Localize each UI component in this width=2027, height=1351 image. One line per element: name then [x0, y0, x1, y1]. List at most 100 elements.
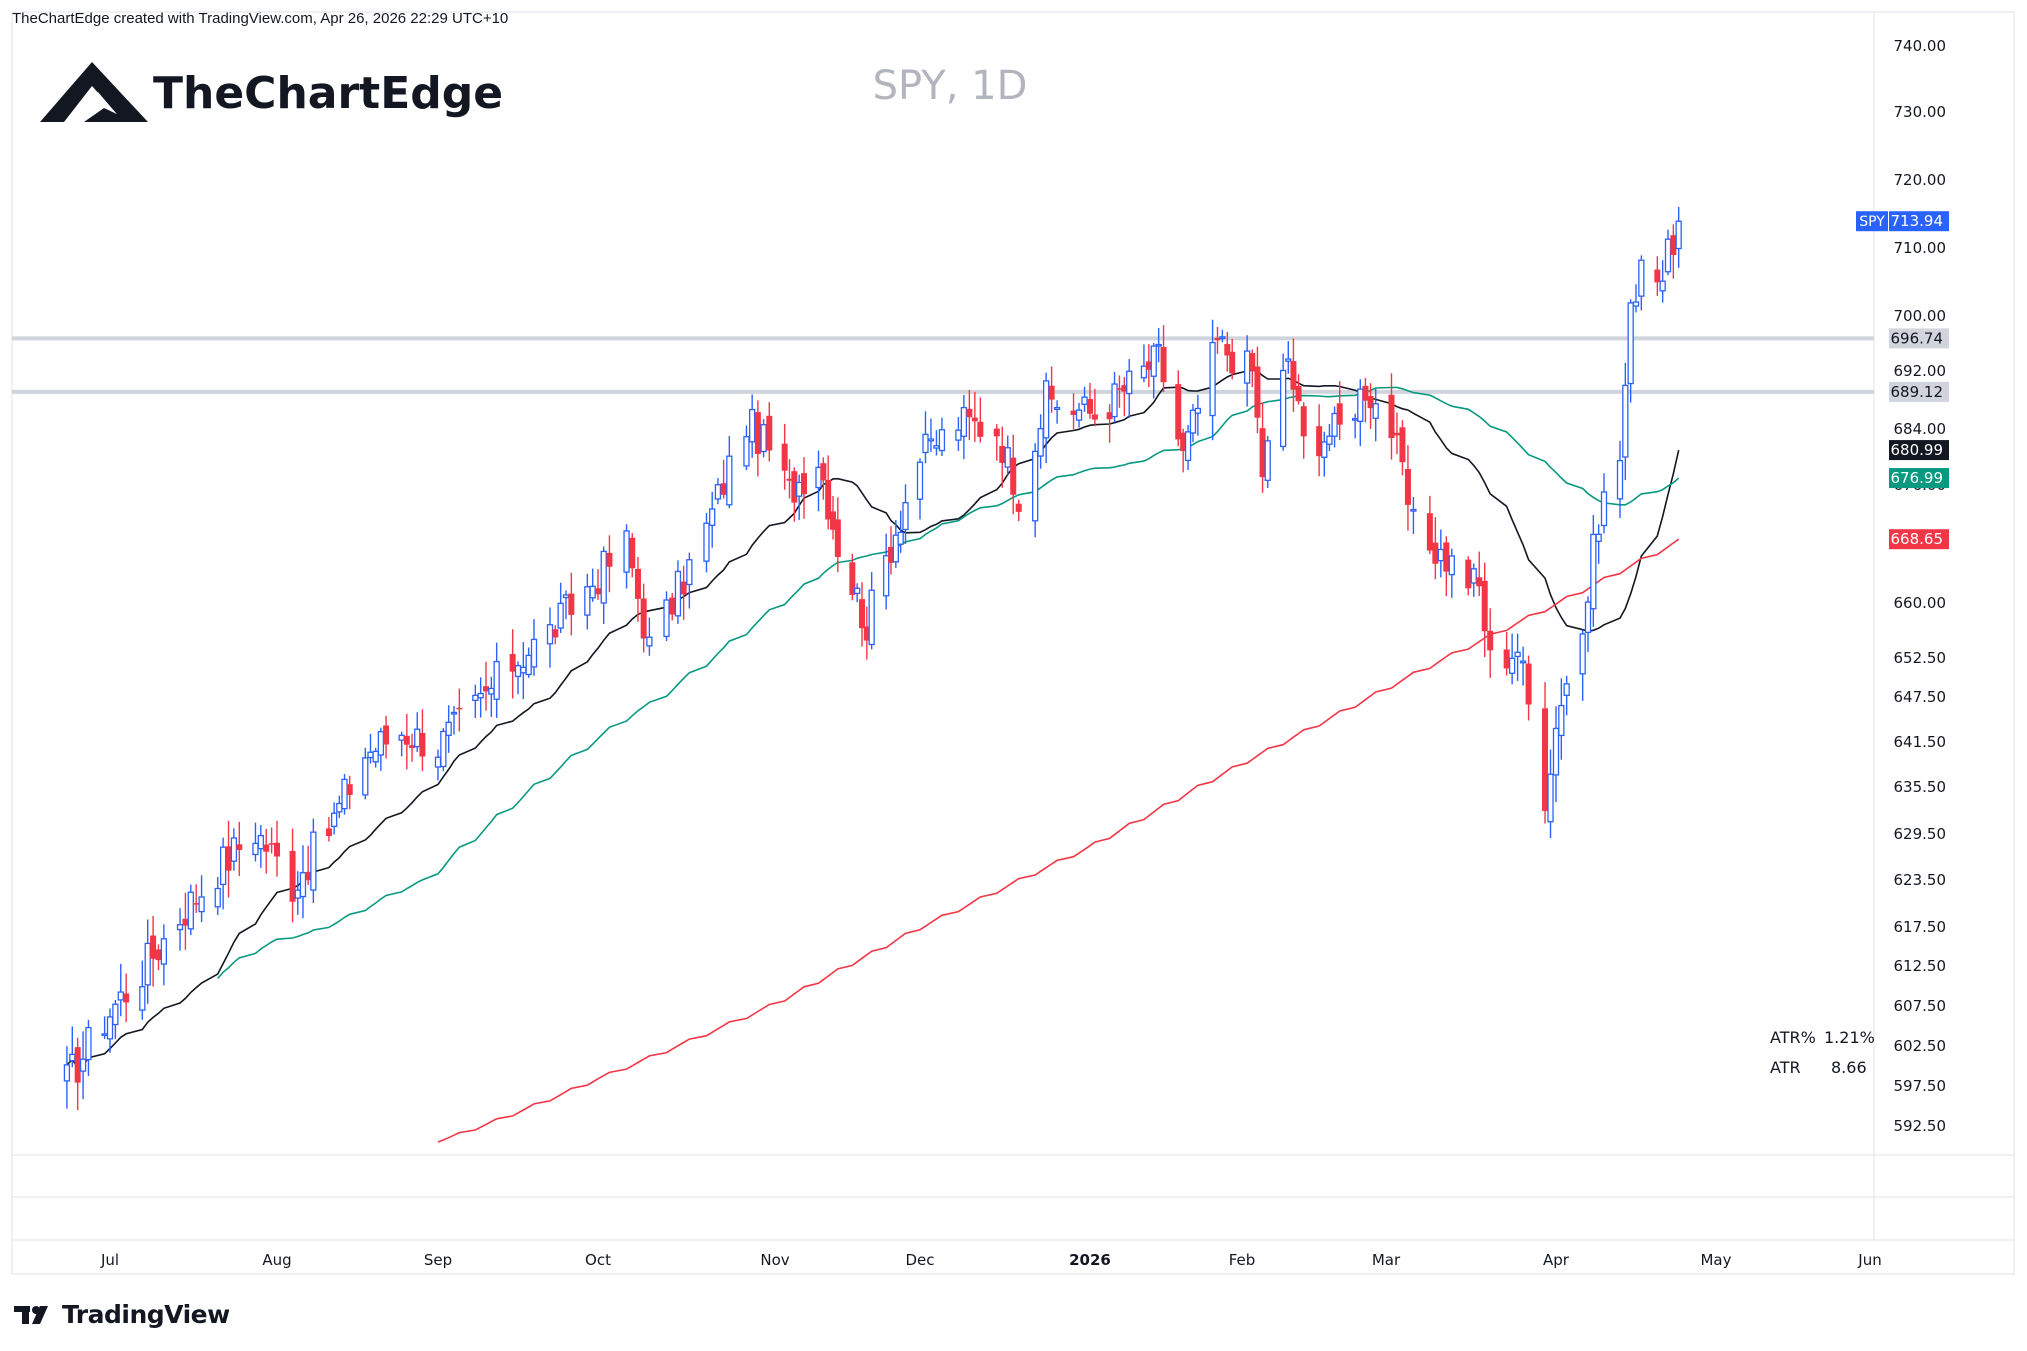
candle-body [897, 531, 904, 545]
price-label-bg [1889, 468, 1949, 489]
time-axis[interactable]: Jul Aug Sep Oct Nov Dec 2026 Feb Mar Apr May Jun [100, 1251, 1882, 1269]
candle-body [160, 938, 168, 965]
candle [1254, 346, 1261, 434]
candle [1351, 413, 1359, 439]
candle-body [230, 837, 238, 862]
candle-body [493, 660, 500, 700]
candle [63, 1046, 71, 1109]
candle [1010, 434, 1017, 515]
candle [1372, 388, 1379, 442]
candle-body [176, 924, 184, 931]
y-tick-label: 629.50 [1894, 825, 1947, 843]
candle [1285, 341, 1292, 374]
candle [383, 715, 390, 759]
candle-body [383, 725, 390, 745]
candle [1590, 514, 1597, 627]
candle [1448, 548, 1455, 598]
price-label-bg [1889, 529, 1949, 550]
candle-body [1037, 428, 1044, 457]
candle [1476, 551, 1483, 597]
price-axis[interactable]: 740.00 730.00 720.00 710.00 700.00 692.00 684.… [1894, 37, 1947, 1135]
candle-body [1194, 407, 1202, 414]
candle [1670, 224, 1677, 279]
candle [1160, 325, 1167, 393]
candle [1243, 335, 1251, 407]
candle [562, 590, 570, 620]
candle [193, 884, 200, 913]
candle [230, 828, 238, 871]
candle-body [680, 581, 687, 595]
candle-body [977, 421, 984, 437]
y-tick-label: 710.00 [1894, 239, 1947, 257]
candle-body [1616, 459, 1624, 500]
candle-body [781, 443, 788, 471]
candle-body [1070, 410, 1077, 415]
candle [106, 1008, 114, 1053]
candle [1111, 372, 1118, 423]
candle-body [1300, 406, 1307, 437]
candle-body [546, 624, 554, 645]
brand-logo: TheChartEdge [40, 62, 503, 122]
candle [754, 400, 761, 477]
candle [766, 402, 773, 462]
candle-body [589, 585, 596, 599]
candle [112, 999, 119, 1040]
candle [680, 565, 687, 620]
x-tick-label: Aug [262, 1251, 291, 1269]
candle [1042, 372, 1050, 463]
candle [1300, 402, 1307, 459]
candle [198, 875, 205, 923]
candle [584, 573, 591, 630]
candle-body [1664, 238, 1672, 273]
y-tick-label: 641.50 [1894, 733, 1947, 751]
candle-body [299, 872, 307, 898]
candle [546, 607, 554, 668]
candle [1106, 404, 1113, 443]
candle [414, 712, 421, 752]
candle [1015, 499, 1022, 522]
candle [830, 495, 836, 540]
candle-body [1209, 341, 1216, 417]
candle [1279, 353, 1287, 451]
candle-body [863, 626, 870, 641]
candle-body [1032, 450, 1039, 522]
candle-body [252, 842, 259, 856]
candle [1087, 382, 1093, 419]
candle-body [1525, 663, 1532, 705]
candle [1654, 256, 1661, 296]
candle [214, 876, 221, 915]
candle [1552, 706, 1560, 803]
candle-body [1180, 432, 1187, 452]
price-label-value: 713.94 [1891, 212, 1944, 230]
candle [1295, 374, 1302, 405]
y-tick-label: 720.00 [1894, 171, 1947, 189]
candle [176, 908, 184, 951]
candle [236, 821, 243, 876]
candle [1048, 366, 1055, 413]
candle-body [1010, 457, 1017, 495]
candle-body [310, 831, 317, 891]
candle [1632, 284, 1640, 313]
candle [1563, 675, 1570, 716]
candle [252, 822, 259, 862]
candle-body [1470, 568, 1477, 584]
candle-body [289, 850, 296, 902]
chart-credit: TheChartEdge created with TradingView.co… [12, 10, 509, 27]
candle [1622, 362, 1629, 481]
candle-body [892, 534, 899, 563]
candle-body [703, 522, 710, 562]
candle-body [1087, 399, 1093, 414]
candle [1393, 412, 1400, 455]
ma-mid-line [217, 386, 1680, 979]
candle-body [219, 846, 227, 886]
candle-body [1015, 503, 1022, 512]
candle [709, 491, 716, 548]
candle-body [483, 686, 489, 692]
candle-body [305, 871, 312, 881]
candle-body [854, 587, 861, 595]
y-tick-label: 700.00 [1894, 307, 1947, 325]
candle [902, 484, 909, 544]
candle [1259, 402, 1266, 493]
candle [1214, 327, 1221, 354]
